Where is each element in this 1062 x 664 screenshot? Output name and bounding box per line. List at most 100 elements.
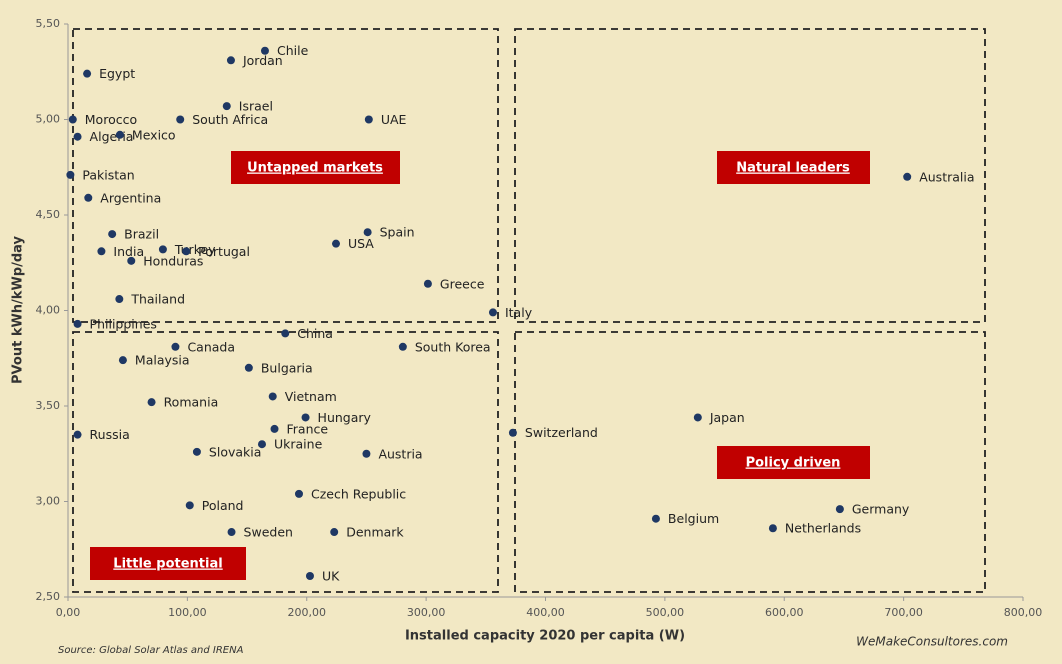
point-label: Thailand: [130, 292, 185, 307]
point-label: Russia: [90, 427, 130, 442]
point-label: Ukraine: [274, 437, 323, 452]
point-label: Hungary: [318, 410, 372, 425]
point: [147, 398, 156, 407]
quadrant-label: Policy driven: [746, 456, 841, 471]
point-label: Morocco: [85, 112, 137, 127]
point-label: South Korea: [415, 339, 491, 354]
point: [693, 413, 702, 422]
point-label: Greece: [440, 276, 485, 291]
point: [294, 489, 303, 498]
point: [364, 115, 373, 124]
x-tick-label: 600,00: [765, 606, 804, 619]
quadrant-label: Untapped markets: [247, 161, 383, 176]
point-label: Belgium: [668, 511, 719, 526]
point-label: Argentina: [100, 190, 161, 205]
point-label: India: [113, 244, 144, 259]
point: [257, 440, 266, 449]
point: [227, 528, 236, 537]
quadrant-box: [72, 331, 499, 593]
point: [84, 193, 93, 202]
y-tick-label: 3,50: [36, 399, 61, 412]
y-tick-label: 5,50: [36, 17, 61, 30]
x-tick-label: 700,00: [884, 606, 923, 619]
point: [330, 528, 339, 537]
point: [222, 102, 231, 111]
point: [176, 115, 185, 124]
point: [260, 46, 269, 55]
point: [488, 308, 497, 317]
point-label: Sweden: [244, 525, 293, 540]
point: [835, 505, 844, 514]
source: Source: Global Solar Atlas and IRENA: [58, 645, 244, 656]
point-label: Germany: [852, 502, 910, 517]
x-tick-label: 100,00: [168, 606, 207, 619]
x-tick-label: 0,00: [56, 606, 81, 619]
x-tick-label: 500,00: [646, 606, 685, 619]
point-label: Algeria: [90, 129, 134, 144]
quadrant-label-box: [717, 151, 870, 184]
point: [66, 170, 75, 179]
point: [363, 228, 372, 237]
point: [651, 514, 660, 523]
point-label: Austria: [378, 446, 422, 461]
x-axis-title: Installed capacity 2020 per capita (W): [405, 629, 685, 644]
point-label: Denmark: [346, 525, 404, 540]
point-label: Spain: [380, 225, 415, 240]
point: [97, 247, 106, 256]
point: [301, 413, 310, 422]
point: [305, 571, 314, 580]
quadrant-box: [514, 331, 986, 593]
point-label: Mexico: [132, 127, 176, 142]
point: [83, 69, 92, 78]
point-label: Jordan: [242, 53, 283, 68]
point: [244, 363, 253, 372]
point: [398, 342, 407, 351]
y-axis-title: PVout kWh/kWp/day: [11, 235, 26, 384]
point: [362, 449, 371, 458]
point: [73, 319, 82, 328]
point-label: Honduras: [143, 253, 203, 268]
quadrant-label-box: [231, 151, 400, 184]
point-label: USA: [348, 236, 374, 251]
point-label: Philippines: [90, 316, 157, 331]
point-label: Czech Republic: [311, 486, 406, 501]
point: [268, 392, 277, 401]
point: [903, 172, 912, 181]
point: [127, 256, 136, 265]
y-tick-label: 4,50: [36, 208, 61, 221]
point-label: Slovakia: [209, 444, 261, 459]
plot-area: 0,00 100,00 200,00 300,00 400,00 500,00 600,00…: [36, 17, 1043, 619]
point: [68, 115, 77, 124]
point: [73, 132, 82, 141]
point-label: Brazil: [124, 227, 159, 242]
point: [118, 356, 127, 365]
y-tick-label: 2,50: [36, 590, 61, 603]
point-label: Romania: [164, 395, 219, 410]
point-label: Chile: [277, 43, 309, 58]
point: [331, 239, 340, 248]
quadrant-label: Little potential: [113, 557, 222, 572]
point-label: China: [297, 326, 333, 341]
point-label: Pakistan: [82, 167, 134, 182]
point-label: Switzerland: [525, 425, 598, 440]
x-tick-label: 400,00: [526, 606, 565, 619]
point-label: Australia: [919, 169, 974, 184]
x-tick-label: 200,00: [288, 606, 327, 619]
point-label: Malaysia: [135, 353, 190, 368]
point: [423, 279, 432, 288]
point: [281, 329, 290, 338]
point: [768, 524, 777, 533]
point: [108, 230, 117, 239]
point-label: UK: [322, 568, 340, 583]
point: [115, 130, 124, 139]
point-label: Poland: [202, 498, 244, 513]
x-tick-label: 300,00: [407, 606, 446, 619]
point-label: Bulgaria: [261, 360, 313, 375]
point-label: Canada: [187, 339, 235, 354]
point: [508, 428, 517, 437]
quadrant-box: [514, 28, 986, 323]
quadrant-label-box: [717, 446, 870, 479]
quadrant-label-box: [90, 547, 246, 580]
point: [158, 245, 167, 254]
point-label: South Africa: [192, 112, 268, 127]
